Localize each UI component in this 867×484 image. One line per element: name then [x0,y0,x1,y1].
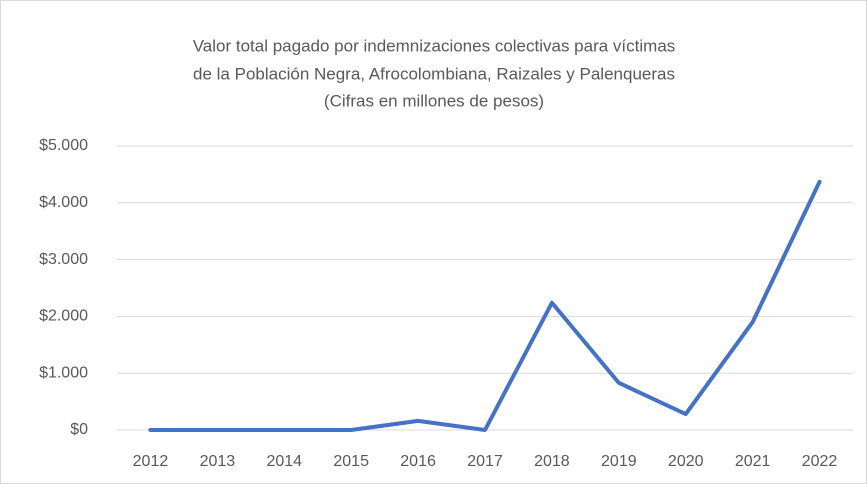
line [148,179,822,432]
chart-title: de la Población Negra, Afrocolombiana, R… [193,64,675,83]
chart-title: (Cifras en millones de pesos) [324,91,544,110]
x-tick-label: 2012 [133,453,169,470]
y-tick-label: $3.000 [39,251,88,268]
x-tick-label: 2020 [668,453,704,470]
x-tick-label: 2021 [735,453,771,470]
x-tick-label: 2013 [200,453,236,470]
x-tick-label: 2022 [802,453,838,470]
y-tick-label: $1.000 [39,364,88,381]
x-tick-label: 2018 [534,453,570,470]
y-tick-label: $0 [70,421,88,438]
y-tick-label: $2.000 [39,308,88,325]
y-tick-label: $5.000 [39,137,88,154]
y-tick-label: $4.000 [39,194,88,211]
x-tick-label: 2019 [601,453,637,470]
x-tick-label: 2016 [400,453,436,470]
chart-title: Valor total pagado por indemnizaciones c… [193,36,676,55]
x-tick-label: 2017 [467,453,503,470]
x-tick-label: 2015 [333,453,369,470]
x-tick-label: 2014 [266,453,302,470]
